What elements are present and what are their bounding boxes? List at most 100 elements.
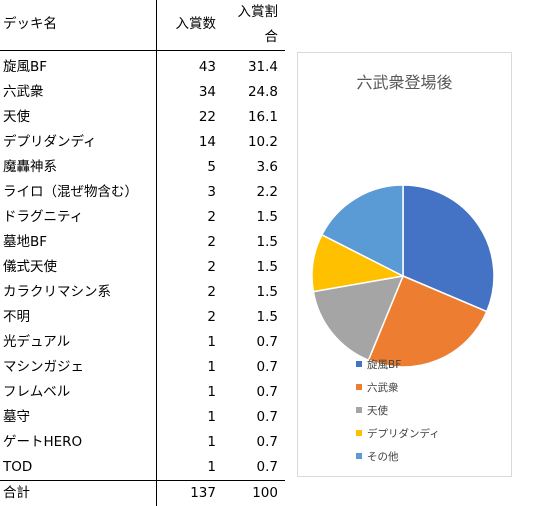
legend-swatch xyxy=(356,407,362,413)
deck-name-cell: カラクリマシン系 xyxy=(3,284,111,300)
pct-cell: 0.7 xyxy=(256,459,278,475)
table-row: 魔轟神系 5 3.6 xyxy=(0,155,285,180)
pie-slice xyxy=(320,184,404,278)
header-pct-line2: 合 xyxy=(264,29,279,45)
deck-name-cell: 光デュアル xyxy=(3,334,71,350)
legend-swatch xyxy=(356,430,362,436)
table-row: ライロ（混ぜ物含む） 3 2.2 xyxy=(0,180,285,205)
table-row: 墓地BF 2 1.5 xyxy=(0,230,285,255)
count-cell: 3 xyxy=(207,184,216,200)
legend-item: 旋風BF xyxy=(356,356,401,374)
deck-name-cell: 不明 xyxy=(3,309,30,325)
total-count: 137 xyxy=(190,485,216,501)
table-row: 墓守 1 0.7 xyxy=(0,405,285,430)
table-row: マシンガジェ 1 0.7 xyxy=(0,355,285,380)
legend-label: その他 xyxy=(367,451,399,463)
pie-slice xyxy=(312,275,405,362)
deck-name-cell: フレムベル xyxy=(3,384,71,400)
pct-cell: 1.5 xyxy=(256,234,278,250)
deck-name-cell: 天使 xyxy=(3,109,30,125)
pct-cell: 1.5 xyxy=(256,284,278,300)
deck-name-cell: ゲートHERO xyxy=(3,434,83,450)
pie-slice xyxy=(402,184,495,313)
legend-label: 天使 xyxy=(367,405,388,417)
total-row: 合計 137 100 xyxy=(0,481,285,506)
count-cell: 22 xyxy=(198,109,216,125)
header-pct-line1-row: 入賞割 xyxy=(0,0,285,25)
deck-name-cell: 六武衆 xyxy=(3,84,44,100)
legend-item: その他 xyxy=(356,448,399,466)
deck-name-cell: マシンガジェ xyxy=(3,359,84,375)
pie-chart-panel: 六武衆登場後 旋風BF 六武衆天使デプリダンディ その他 xyxy=(297,52,512,477)
deck-name-cell: ライロ（混ぜ物含む） xyxy=(3,184,138,200)
pct-cell: 24.8 xyxy=(247,84,278,100)
deck-name-cell: TOD xyxy=(3,459,33,475)
count-cell: 1 xyxy=(207,334,216,350)
pct-cell: 2.2 xyxy=(256,184,278,200)
table-row: ゲートHERO 1 0.7 xyxy=(0,430,285,455)
legend-label: デプリダンディ xyxy=(367,428,440,440)
legend-swatch xyxy=(356,361,362,367)
pct-cell: 10.2 xyxy=(247,134,278,150)
header-count: 入賞数 xyxy=(175,16,217,32)
pct-cell: 31.4 xyxy=(247,59,278,75)
legend-swatch xyxy=(356,384,362,390)
total-divider xyxy=(0,480,285,481)
pie-slice xyxy=(367,275,488,368)
count-cell: 2 xyxy=(207,209,216,225)
header-deck-name: デッキ名 xyxy=(3,16,57,32)
count-cell: 2 xyxy=(207,259,216,275)
pct-cell: 0.7 xyxy=(256,409,278,425)
table-row: カラクリマシン系 2 1.5 xyxy=(0,280,285,305)
pct-cell: 1.5 xyxy=(256,309,278,325)
deck-name-cell: ドラグニティ xyxy=(3,209,84,225)
table-row: ドラグニティ 2 1.5 xyxy=(0,205,285,230)
count-cell: 43 xyxy=(198,59,216,75)
count-cell: 34 xyxy=(198,84,216,100)
deck-name-cell: デプリダンディ xyxy=(3,134,97,150)
count-cell: 2 xyxy=(207,309,216,325)
table-row: 光デュアル 1 0.7 xyxy=(0,330,285,355)
column-divider xyxy=(156,0,157,506)
table-row: デプリダンディ 14 10.2 xyxy=(0,130,285,155)
pct-cell: 0.7 xyxy=(256,334,278,350)
count-cell: 5 xyxy=(207,159,216,175)
table-row: TOD 1 0.7 xyxy=(0,455,285,480)
legend-item: 天使 xyxy=(356,402,388,420)
header-pct-line1: 入賞割 xyxy=(237,4,279,20)
deck-name-cell: 旋風BF xyxy=(3,59,48,75)
legend-item: デプリダンディ xyxy=(356,425,440,443)
count-cell: 1 xyxy=(207,359,216,375)
count-cell: 14 xyxy=(198,134,216,150)
table-row: 六武衆 34 24.8 xyxy=(0,80,285,105)
pct-cell: 1.5 xyxy=(256,209,278,225)
legend-label: 六武衆 xyxy=(367,382,399,394)
total-pct: 100 xyxy=(252,485,278,501)
deck-name-cell: 墓地BF xyxy=(3,234,48,250)
pct-cell: 0.7 xyxy=(256,384,278,400)
table-row: 天使 22 16.1 xyxy=(0,105,285,130)
legend-item: 六武衆 xyxy=(356,379,399,397)
pct-cell: 0.7 xyxy=(256,434,278,450)
legend-label: 旋風BF xyxy=(367,359,402,371)
table-row: 儀式天使 2 1.5 xyxy=(0,255,285,280)
pct-cell: 1.5 xyxy=(256,259,278,275)
pct-cell: 3.6 xyxy=(256,159,278,175)
table-row: 不明 2 1.5 xyxy=(0,305,285,330)
deck-name-cell: 魔轟神系 xyxy=(3,159,57,175)
total-label: 合計 xyxy=(3,485,30,501)
header-divider xyxy=(0,50,285,51)
chart-title: 六武衆登場後 xyxy=(356,73,453,92)
count-cell: 1 xyxy=(207,409,216,425)
count-cell: 1 xyxy=(207,434,216,450)
table-header-row: デッキ名 入賞数 xyxy=(0,12,285,37)
legend-swatch xyxy=(356,453,362,459)
table-row: 旋風BF 43 31.4 xyxy=(0,55,285,80)
count-cell: 1 xyxy=(207,384,216,400)
count-cell: 2 xyxy=(207,234,216,250)
pct-cell: 0.7 xyxy=(256,359,278,375)
deck-name-cell: 墓守 xyxy=(3,409,30,425)
pct-cell: 16.1 xyxy=(247,109,278,125)
deck-name-cell: 儀式天使 xyxy=(3,259,57,275)
count-cell: 1 xyxy=(207,459,216,475)
